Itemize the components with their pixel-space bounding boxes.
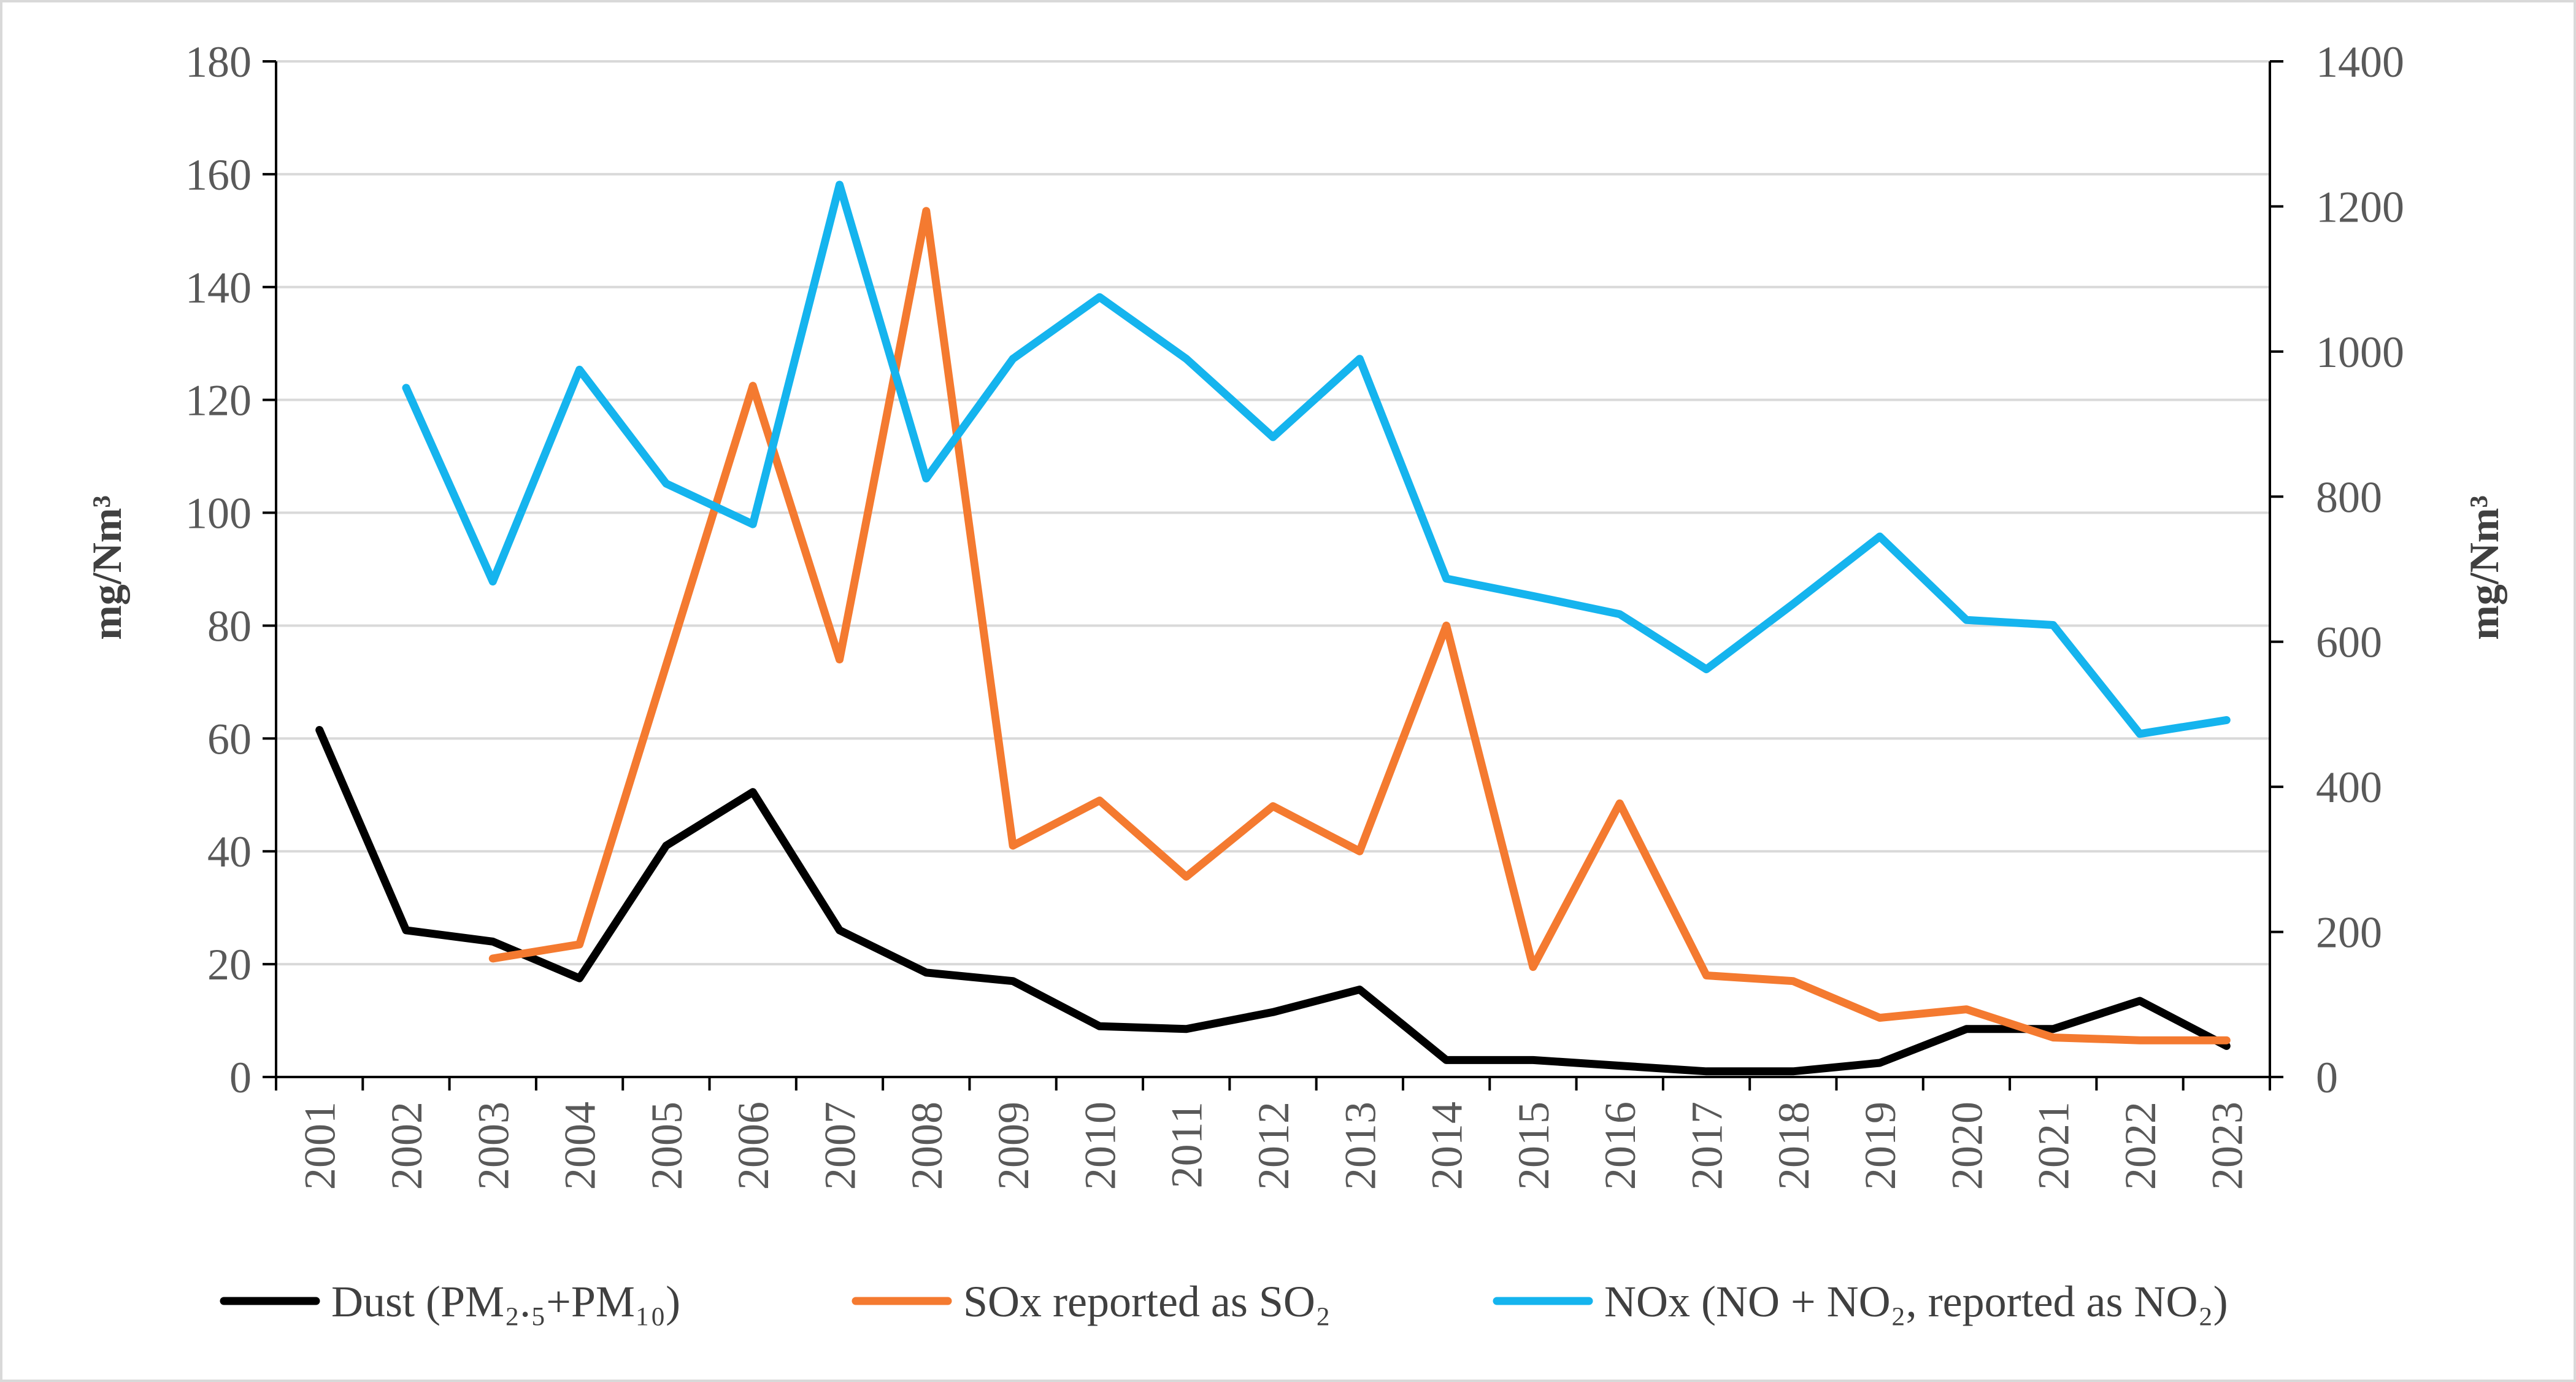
right-tick-label: 1000 xyxy=(2316,328,2404,377)
x-tick-label: 2022 xyxy=(2116,1102,2165,1190)
x-tick-label: 2011 xyxy=(1163,1102,1212,1188)
tick-labels: 0 20 40 60 80 100 120 140 160 180 0 200 400 600 800 100… xyxy=(185,37,2404,1190)
legend-label: Dust (PM₂.₅+PM₁₀) xyxy=(331,1277,680,1326)
x-tick-label: 2003 xyxy=(469,1102,518,1190)
left-tick-label: 120 xyxy=(185,376,252,425)
x-tick-label: 2020 xyxy=(1942,1102,1991,1190)
x-tick-label: 2008 xyxy=(902,1102,952,1190)
right-tick-label: 400 xyxy=(2316,763,2382,812)
x-tick-label: 2014 xyxy=(1423,1102,1472,1190)
left-tick-label: 180 xyxy=(185,37,252,87)
x-tick-label: 2021 xyxy=(2029,1102,2078,1190)
series-lines xyxy=(315,180,2231,1076)
right-tick-label: 1200 xyxy=(2316,182,2404,231)
x-tick-label: 2002 xyxy=(382,1102,431,1190)
right-tick-label: 600 xyxy=(2316,618,2382,667)
left-tick-label: 140 xyxy=(185,263,252,312)
left-tick-label: 40 xyxy=(207,827,252,876)
x-tick-label: 2001 xyxy=(296,1102,345,1190)
legend-label: NOx (NO + NO₂, reported as NO₂) xyxy=(1604,1277,2228,1326)
right-tick-label: 1400 xyxy=(2316,37,2404,87)
right-tick-label: 0 xyxy=(2316,1053,2338,1102)
x-tick-label: 2015 xyxy=(1509,1102,1558,1190)
right-axis-title: mg/Nm³ xyxy=(2461,495,2507,640)
gridlines xyxy=(276,60,2270,966)
left-tick-label: 0 xyxy=(229,1053,252,1102)
left-tick-label: 20 xyxy=(207,940,252,989)
x-tick-label: 2018 xyxy=(1769,1102,1818,1190)
x-tick-label: 2019 xyxy=(1856,1102,1905,1190)
x-tick-label: 2009 xyxy=(989,1102,1038,1190)
x-tick-label: 2005 xyxy=(642,1102,691,1190)
series-line xyxy=(488,207,2231,1044)
x-tick-label: 2023 xyxy=(2202,1102,2251,1190)
x-tick-label: 2007 xyxy=(815,1102,864,1190)
series-line xyxy=(402,180,2231,738)
axes xyxy=(263,60,2283,1091)
x-tick-label: 2004 xyxy=(556,1102,605,1190)
series-line xyxy=(315,726,2231,1076)
left-tick-label: 160 xyxy=(185,150,252,199)
x-tick-label: 2006 xyxy=(729,1102,778,1190)
legend: Dust (PM₂.₅+PM₁₀) SOx reported as SO₂ NOx … xyxy=(220,1277,2228,1326)
legend-label: SOx reported as SO₂ xyxy=(963,1277,1331,1326)
left-tick-label: 60 xyxy=(207,714,252,763)
left-axis-title: mg/Nm³ xyxy=(83,495,130,640)
x-tick-label: 2012 xyxy=(1249,1102,1298,1190)
left-tick-label: 100 xyxy=(185,489,252,538)
right-tick-label: 800 xyxy=(2316,473,2382,522)
x-tick-label: 2010 xyxy=(1075,1102,1125,1190)
x-tick-label: 2013 xyxy=(1336,1102,1385,1190)
left-tick-label: 80 xyxy=(207,601,252,650)
right-tick-label: 200 xyxy=(2316,908,2382,957)
x-tick-label: 2017 xyxy=(1683,1102,1732,1190)
x-tick-label: 2016 xyxy=(1596,1102,1645,1190)
